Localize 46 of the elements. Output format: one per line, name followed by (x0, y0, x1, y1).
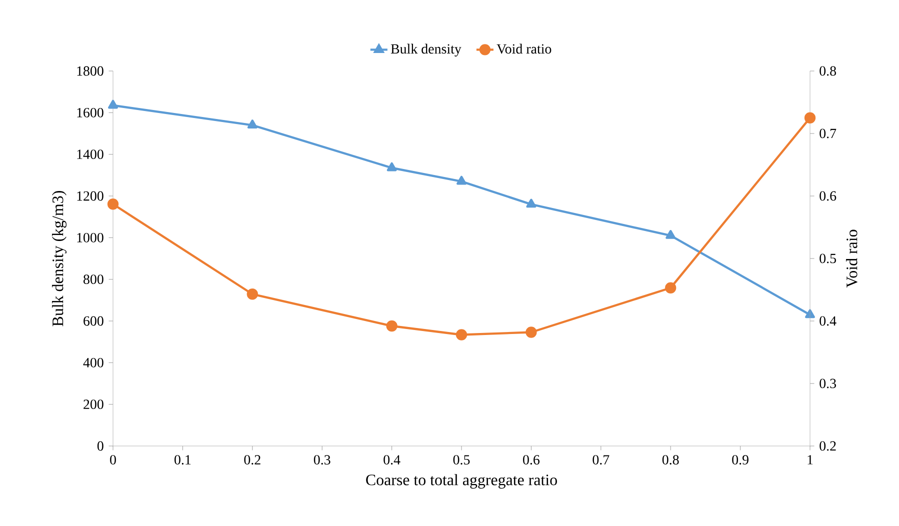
y-tick-label: 1000 (77, 232, 104, 242)
y2-tick-label: 0.6 (820, 191, 836, 201)
x-tick-label: 0.4 (384, 455, 400, 465)
y-tick-label: 600 (84, 316, 104, 326)
x-tick-label: 0.5 (453, 455, 470, 465)
x-tick-label: 0.8 (662, 455, 679, 465)
y2-tick-label: 0.4 (820, 316, 836, 326)
point (108, 100, 118, 109)
y-tick-label: 1600 (77, 108, 104, 118)
x-tick-label: 0.2 (244, 455, 260, 465)
y2-tick-label: 0.3 (820, 378, 836, 388)
y2-tick-label: 0.5 (820, 254, 836, 264)
x-axis-title: Coarse to total aggregate ratio (366, 474, 557, 489)
point (526, 326, 537, 338)
x-tick-label: 0.7 (592, 455, 610, 465)
y2-tick-label: 0.2 (820, 441, 836, 451)
legend-label: Bulk density (390, 44, 462, 56)
x-tick-label: 0.9 (732, 455, 748, 465)
point (386, 162, 397, 172)
point (246, 288, 258, 300)
y-tick-label: 1800 (77, 66, 104, 76)
y-tick-label: 1400 (77, 150, 104, 160)
y-tick-label: 0 (97, 441, 104, 451)
point (456, 176, 466, 185)
y-axis-title: Bulk density (kg/m3) (52, 191, 67, 326)
point (665, 282, 676, 294)
x-tick-label: 0.1 (174, 455, 191, 465)
y2-tick-label: 0.7 (820, 128, 836, 138)
point (107, 198, 119, 210)
point (247, 120, 258, 128)
legend-label: Void ratio (496, 44, 552, 54)
y2-axis-title: Void raio (846, 230, 858, 288)
y-tick-label: 1200 (77, 191, 104, 201)
point (386, 320, 398, 332)
point (456, 329, 468, 340)
point (526, 198, 536, 208)
y2-tick-label: 0.8 (820, 66, 836, 76)
point (666, 230, 676, 239)
x-tick-label: 0.6 (523, 455, 540, 465)
y-tick-label: 400 (83, 358, 104, 368)
x-tick-label: 1 (808, 455, 813, 464)
x-tick-label: 0.3 (314, 455, 330, 465)
y-tick-label: 800 (84, 274, 104, 284)
y-tick-label: 200 (84, 400, 104, 410)
point (804, 112, 816, 124)
x-tick-label: 0 (110, 455, 116, 465)
